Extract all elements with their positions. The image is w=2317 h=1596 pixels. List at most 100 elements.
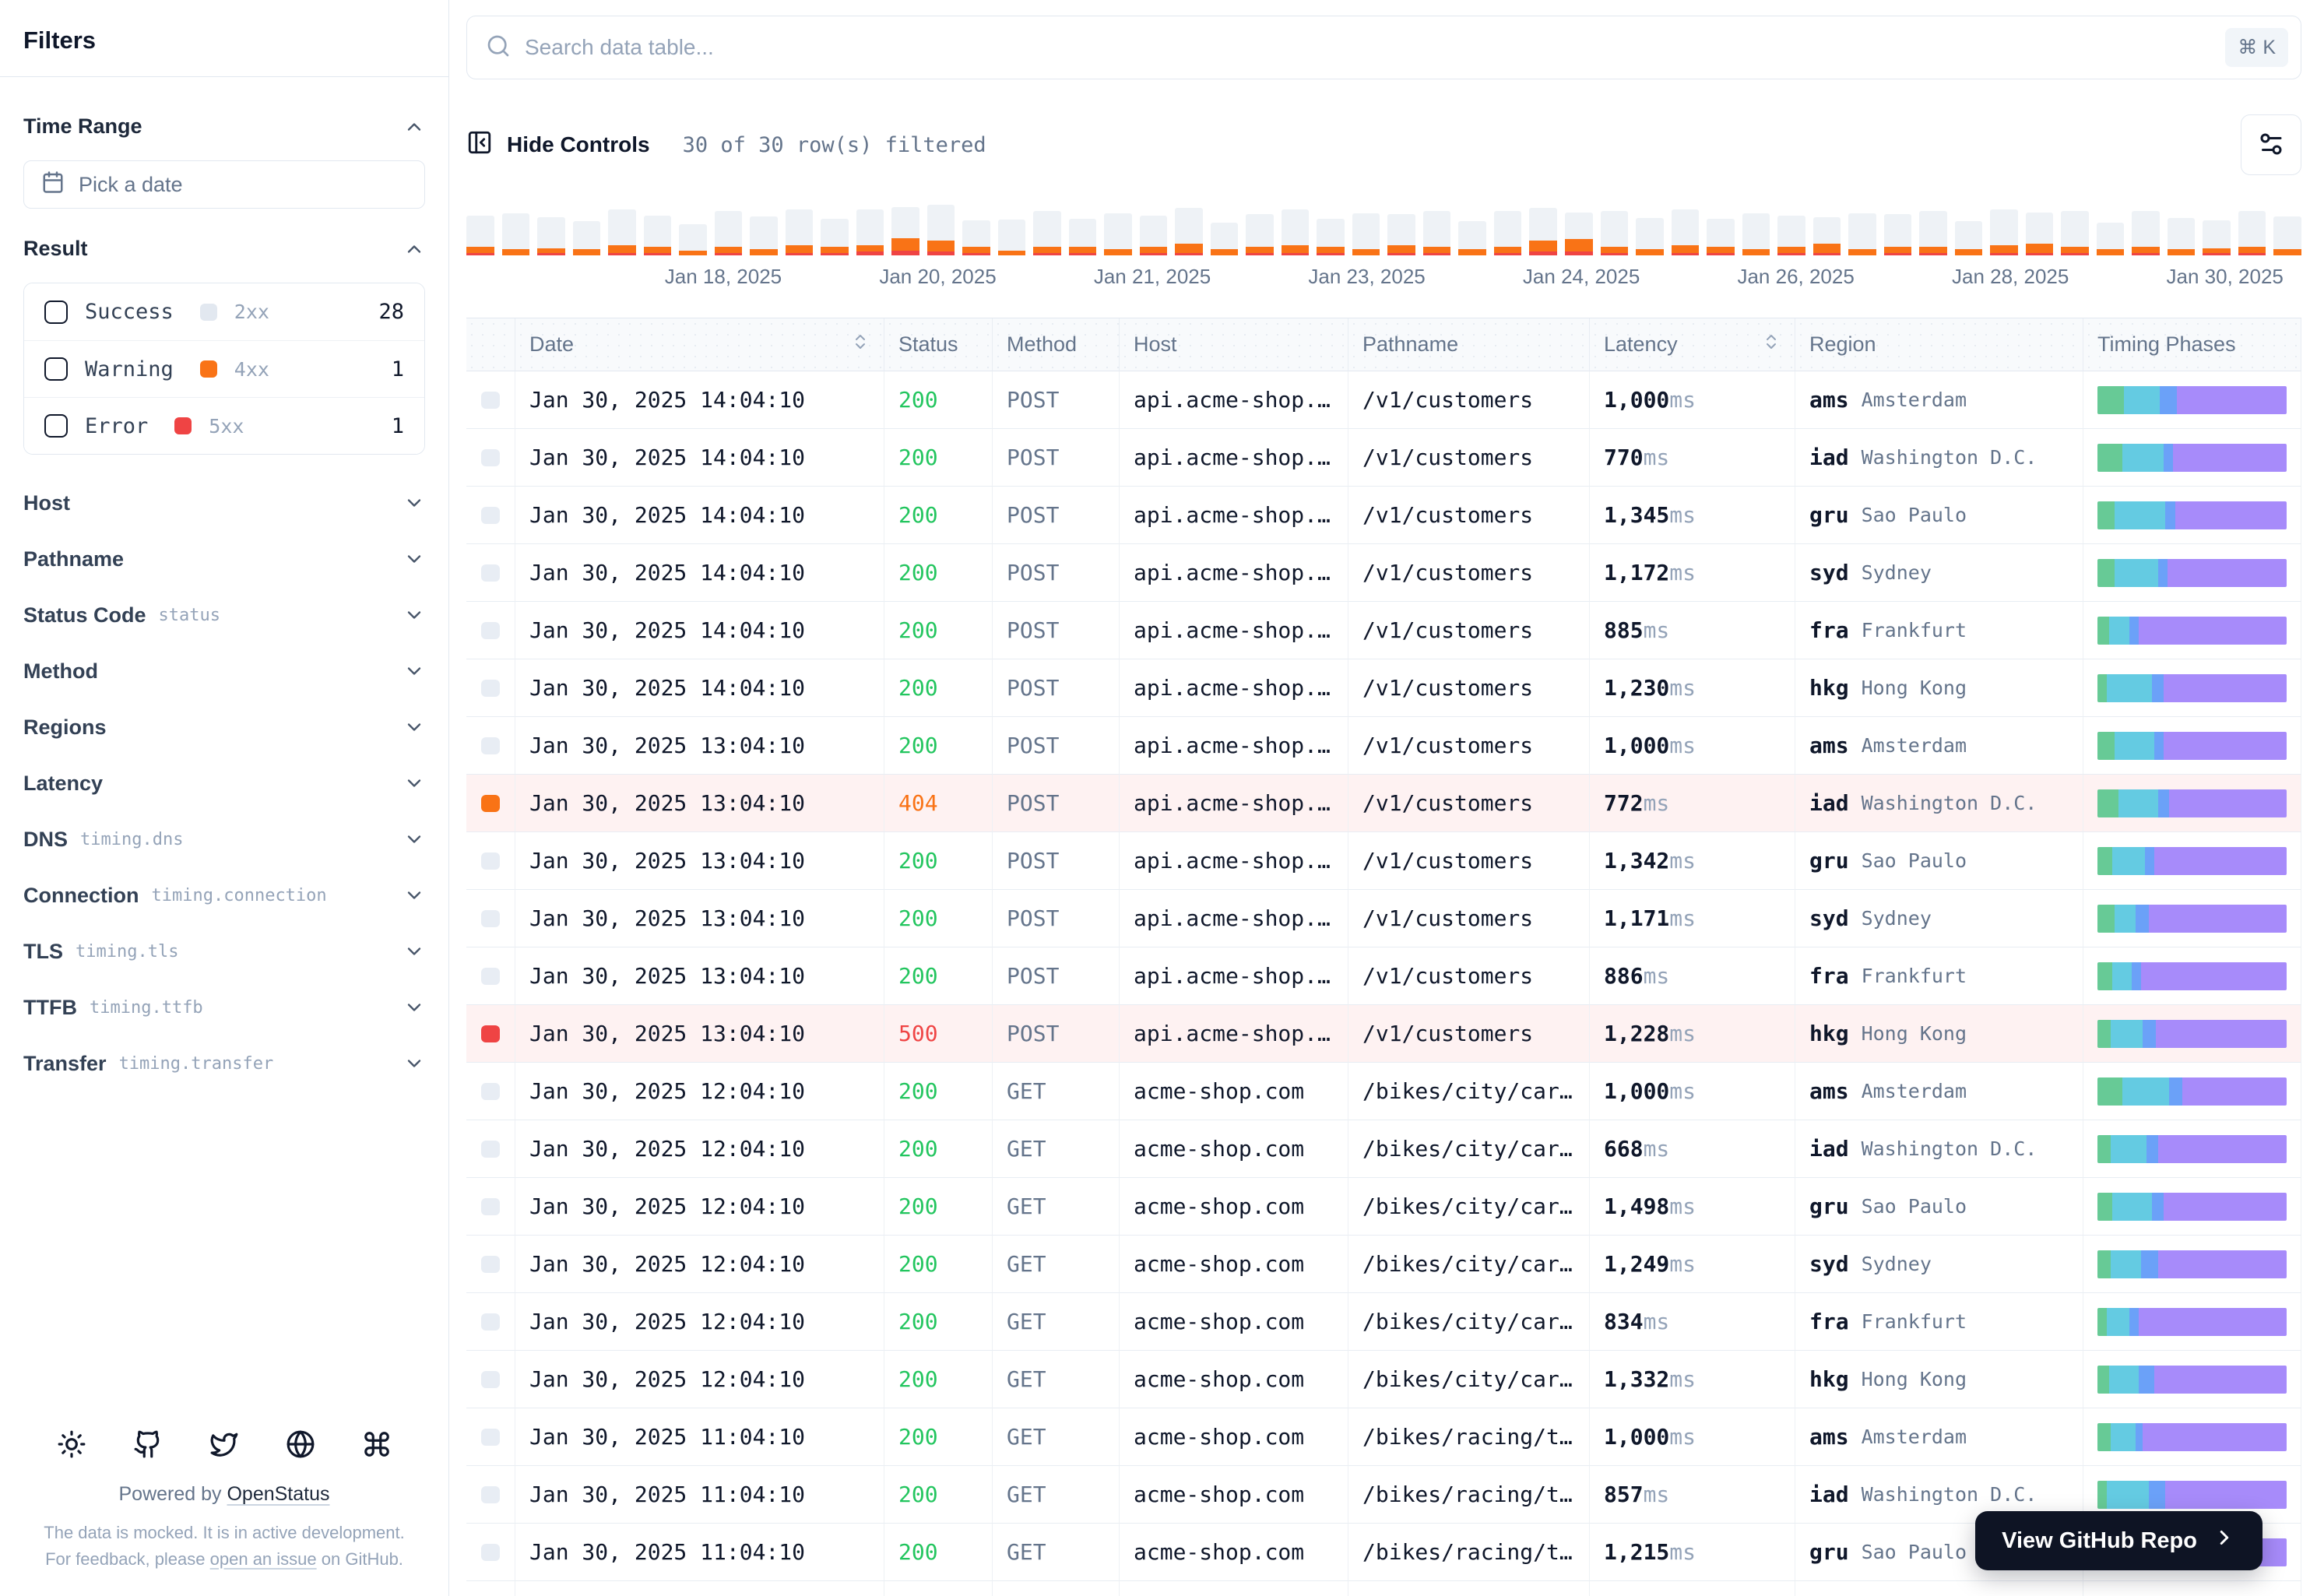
table-row[interactable]: Jan 30, 2025 14:04:10 200 POST api.acme-sho…	[466, 544, 2301, 602]
search-icon	[486, 33, 511, 62]
table-row[interactable]: Jan 30, 2025 14:04:10 200 POST api.acme-sho…	[466, 429, 2301, 487]
open-issue-link[interactable]: open an issue	[209, 1549, 317, 1569]
latency-cell: 772 ms	[1590, 775, 1795, 832]
date-cell: Jan 30, 2025 13:04:10	[515, 1005, 884, 1063]
phase-segment	[2111, 1250, 2141, 1278]
table-row[interactable]: Jan 30, 2025 11:04:10200GETacme-shop.com…	[466, 1581, 2301, 1596]
histogram-bar	[962, 220, 990, 255]
search-input[interactable]	[525, 35, 2212, 60]
github-link-button[interactable]	[131, 1429, 165, 1463]
status-cell: 200	[884, 429, 993, 487]
table-row[interactable]: Jan 30, 2025 14:04:10 200 POST api.acme-sho…	[466, 487, 2301, 544]
method-cell: POST	[993, 659, 1120, 717]
result-item-error[interactable]: Error 5xx 1	[24, 397, 424, 454]
latency-cell: 1,345 ms	[1590, 487, 1795, 544]
timing-phases-cell	[2083, 947, 2301, 1005]
table-row[interactable]: Jan 30, 2025 14:04:10 200 POST api.acme-sho…	[466, 371, 2301, 429]
filter-section-ttfb[interactable]: TTFB timing.ttfb	[23, 979, 425, 1035]
filter-section-pathname[interactable]: Pathname	[23, 531, 425, 587]
pathname-cell: /v1/customers	[1348, 890, 1590, 947]
view-github-repo-button[interactable]: View GitHub Repo	[1975, 1511, 2263, 1570]
filter-section-dns[interactable]: DNS timing.dns	[23, 811, 425, 867]
table-row[interactable]: Jan 30, 2025 12:04:10 200 GET acme-shop.com…	[466, 1063, 2301, 1120]
latency-cell: 1,230 ms	[1590, 659, 1795, 717]
timing-phases-cell	[2083, 890, 2301, 947]
table-row[interactable]: Jan 30, 2025 13:04:10 200 POST api.acme-sho…	[466, 832, 2301, 890]
host-cell: api.acme-shop.…	[1120, 602, 1348, 659]
filter-section-tls[interactable]: TLS timing.tls	[23, 923, 425, 979]
table-row[interactable]: Jan 30, 2025 12:04:10 200 GET acme-shop.com…	[466, 1293, 2301, 1351]
column-header-date[interactable]: Date	[515, 318, 884, 371]
status-code-range: 4xx	[234, 357, 269, 381]
histogram-date-label: Jan 28, 2025	[1951, 265, 2069, 288]
table-row[interactable]: Jan 30, 2025 12:04:10 200 GET acme-shop.com…	[466, 1178, 2301, 1236]
filter-section-latency[interactable]: Latency	[23, 755, 425, 811]
main-content: ⌘ K Hide Controls 30 of 30 row(s) filter…	[449, 0, 2317, 1596]
latency-cell: 834 ms	[1590, 1293, 1795, 1351]
histogram-bar	[2273, 216, 2301, 255]
warning-checkbox[interactable]	[44, 357, 68, 381]
phase-segment	[2118, 789, 2158, 817]
pathname-cell: /v1/customers	[1348, 429, 1590, 487]
status-cell: 200	[884, 947, 993, 1005]
table-row[interactable]: Jan 30, 2025 12:04:10 200 GET acme-shop.com…	[466, 1236, 2301, 1293]
filter-section-label: Method	[23, 659, 98, 683]
table-row[interactable]: Jan 30, 2025 13:04:10 200 POST api.acme-sho…	[466, 890, 2301, 947]
theme-toggle-button[interactable]	[54, 1429, 89, 1463]
timing-phases-cell	[2083, 1351, 2301, 1408]
filter-section-transfer[interactable]: Transfer timing.transfer	[23, 1035, 425, 1092]
level-indicator-cell	[466, 947, 515, 1005]
table-row[interactable]: Jan 30, 2025 13:04:10 500 POST api.acme-sho…	[466, 1005, 2301, 1063]
region-cell: fra Frankfurt	[1795, 947, 2083, 1005]
result-item-warning[interactable]: Warning 4xx 1	[24, 340, 424, 397]
success-checkbox[interactable]	[44, 300, 68, 324]
website-link-button[interactable]	[283, 1429, 318, 1463]
table-row[interactable]: Jan 30, 2025 13:04:10 404 POST api.acme-sho…	[466, 775, 2301, 832]
phase-segment	[2097, 443, 2122, 472]
result-item-success[interactable]: Success 2xx 28	[24, 283, 424, 340]
table-row[interactable]: Jan 30, 2025 13:04:10 200 POST api.acme-sho…	[466, 717, 2301, 775]
filter-section-connection[interactable]: Connection timing.connection	[23, 867, 425, 923]
section-time-range[interactable]: Time Range	[23, 114, 425, 139]
table-row[interactable]: Jan 30, 2025 14:04:10 200 POST api.acme-sho…	[466, 602, 2301, 659]
filter-section-host[interactable]: Host	[23, 475, 425, 531]
filter-section-status-code[interactable]: Status Code status	[23, 587, 425, 643]
view-options-button[interactable]	[2241, 114, 2301, 175]
filter-section-label: Regions	[23, 715, 107, 739]
chevron-down-icon	[403, 548, 425, 570]
histogram-bar	[1636, 218, 1664, 255]
openstatus-link[interactable]: OpenStatus	[227, 1482, 330, 1505]
mock-data-note: The data is mocked. It is in active deve…	[26, 1520, 422, 1573]
section-result[interactable]: Result	[23, 237, 425, 261]
timing-phases-cell	[2083, 602, 2301, 659]
error-checkbox[interactable]	[44, 414, 68, 438]
phase-segment	[2129, 616, 2139, 645]
histogram-bar	[1600, 211, 1629, 255]
table-row[interactable]: Jan 30, 2025 14:04:10 200 POST api.acme-sho…	[466, 659, 2301, 717]
status-cell: 200	[884, 602, 993, 659]
twitter-link-button[interactable]	[207, 1429, 241, 1463]
table-header-row: Date Status Method Host Pathname Latency Regio…	[466, 318, 2301, 371]
region-cell: ams Amsterdam	[1795, 717, 2083, 775]
date-picker-input[interactable]: Pick a date	[23, 160, 425, 209]
filter-section-regions[interactable]: Regions	[23, 699, 425, 755]
column-header-latency[interactable]: Latency	[1590, 318, 1795, 371]
filter-section-label: Transfer	[23, 1051, 107, 1075]
level-indicator	[481, 1428, 500, 1446]
table-row[interactable]: Jan 30, 2025 13:04:10 200 POST api.acme-sho…	[466, 947, 2301, 1005]
hide-controls-label: Hide Controls	[507, 132, 650, 156]
table-row[interactable]: Jan 30, 2025 12:04:10 200 GET acme-shop.com…	[466, 1351, 2301, 1408]
filter-section-method[interactable]: Method	[23, 643, 425, 699]
level-indicator-cell	[466, 1005, 515, 1063]
table-row[interactable]: Jan 30, 2025 12:04:10 200 GET acme-shop.com…	[466, 1120, 2301, 1178]
phase-segment	[2097, 1019, 2111, 1048]
command-menu-button[interactable]	[360, 1429, 394, 1463]
pathname-cell: /v1/customers	[1348, 1005, 1590, 1063]
hide-controls-button[interactable]: Hide Controls	[466, 129, 650, 161]
chevron-down-icon	[403, 772, 425, 794]
status-cell: 200	[884, 832, 993, 890]
column-header-pathname: Pathname	[1348, 318, 1590, 371]
